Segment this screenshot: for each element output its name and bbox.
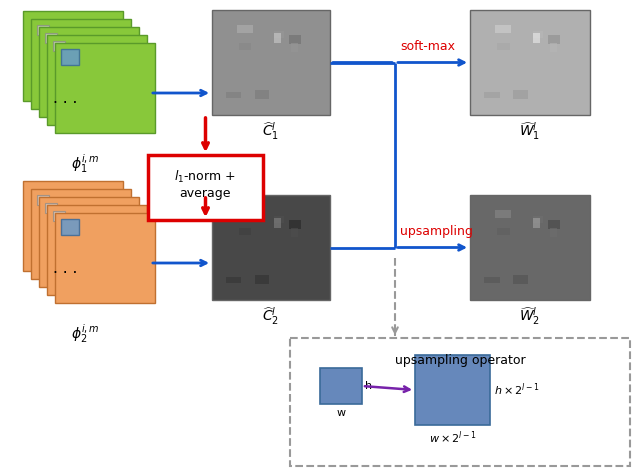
Bar [550,43,557,52]
Bar [533,216,543,223]
Bar [533,33,540,43]
Bar [415,355,490,425]
Bar [548,220,560,228]
Bar [289,220,301,228]
Bar [533,218,540,228]
Text: upsampling: upsampling [400,225,473,238]
Bar [39,27,139,117]
Bar [497,228,509,236]
Bar [212,10,330,115]
Bar [45,203,57,213]
Text: $l_1$-norm +
average: $l_1$-norm + average [175,169,237,200]
Bar [255,276,269,284]
Text: $\widehat{W}_2^l$: $\widehat{W}_2^l$ [520,305,541,327]
Bar [291,43,298,52]
Text: soft-max: soft-max [400,39,455,53]
Bar [533,31,543,38]
Bar [239,43,251,50]
Text: upsampling operator: upsampling operator [395,354,525,367]
Bar [225,277,241,283]
Bar [53,41,65,51]
Text: $\phi_1^{i,m}$: $\phi_1^{i,m}$ [70,153,99,175]
Bar [470,10,590,115]
Bar [31,19,131,109]
Text: w: w [337,408,346,418]
Bar [497,43,509,50]
Bar [37,25,49,35]
Bar [275,216,284,223]
Bar [39,197,139,287]
Text: h: h [365,381,372,391]
Bar [548,35,560,44]
Bar [47,205,147,295]
Bar [513,90,528,99]
Bar [484,277,500,283]
Text: · · ·: · · · [53,266,77,281]
Bar [31,189,131,279]
Bar [290,338,630,466]
Text: $\widehat{C}_2^l$: $\widehat{C}_2^l$ [262,305,280,327]
Text: $\widehat{C}_1^l$: $\widehat{C}_1^l$ [262,120,280,142]
Bar [320,368,362,404]
Bar [274,33,281,43]
Text: $\phi_2^{i,m}$: $\phi_2^{i,m}$ [70,323,99,345]
Bar [61,49,79,65]
Bar [291,228,298,237]
Bar [274,218,281,228]
Bar [148,155,263,220]
Bar [55,213,155,303]
Text: $h \times 2^{l-1}$: $h \times 2^{l-1}$ [494,382,540,399]
Bar [289,35,301,44]
Bar [495,210,511,218]
Bar [550,228,557,237]
Bar [53,211,65,221]
Text: · · ·: · · · [53,95,77,111]
Text: $w \times 2^{l-1}$: $w \times 2^{l-1}$ [429,429,476,446]
Bar [484,92,500,98]
Bar [225,92,241,98]
Bar [275,31,284,38]
Bar [45,33,57,43]
Bar [237,210,253,218]
Bar [495,25,511,33]
Bar [239,228,251,236]
Bar [255,90,269,99]
Bar [37,195,49,205]
Bar [55,43,155,133]
Bar [23,181,123,271]
Bar [470,195,590,300]
Bar [212,195,330,300]
Text: $\widehat{W}_1^l$: $\widehat{W}_1^l$ [520,120,541,142]
Bar [237,25,253,33]
Bar [61,219,79,235]
Bar [23,11,123,101]
Bar [47,35,147,125]
Bar [513,276,528,284]
